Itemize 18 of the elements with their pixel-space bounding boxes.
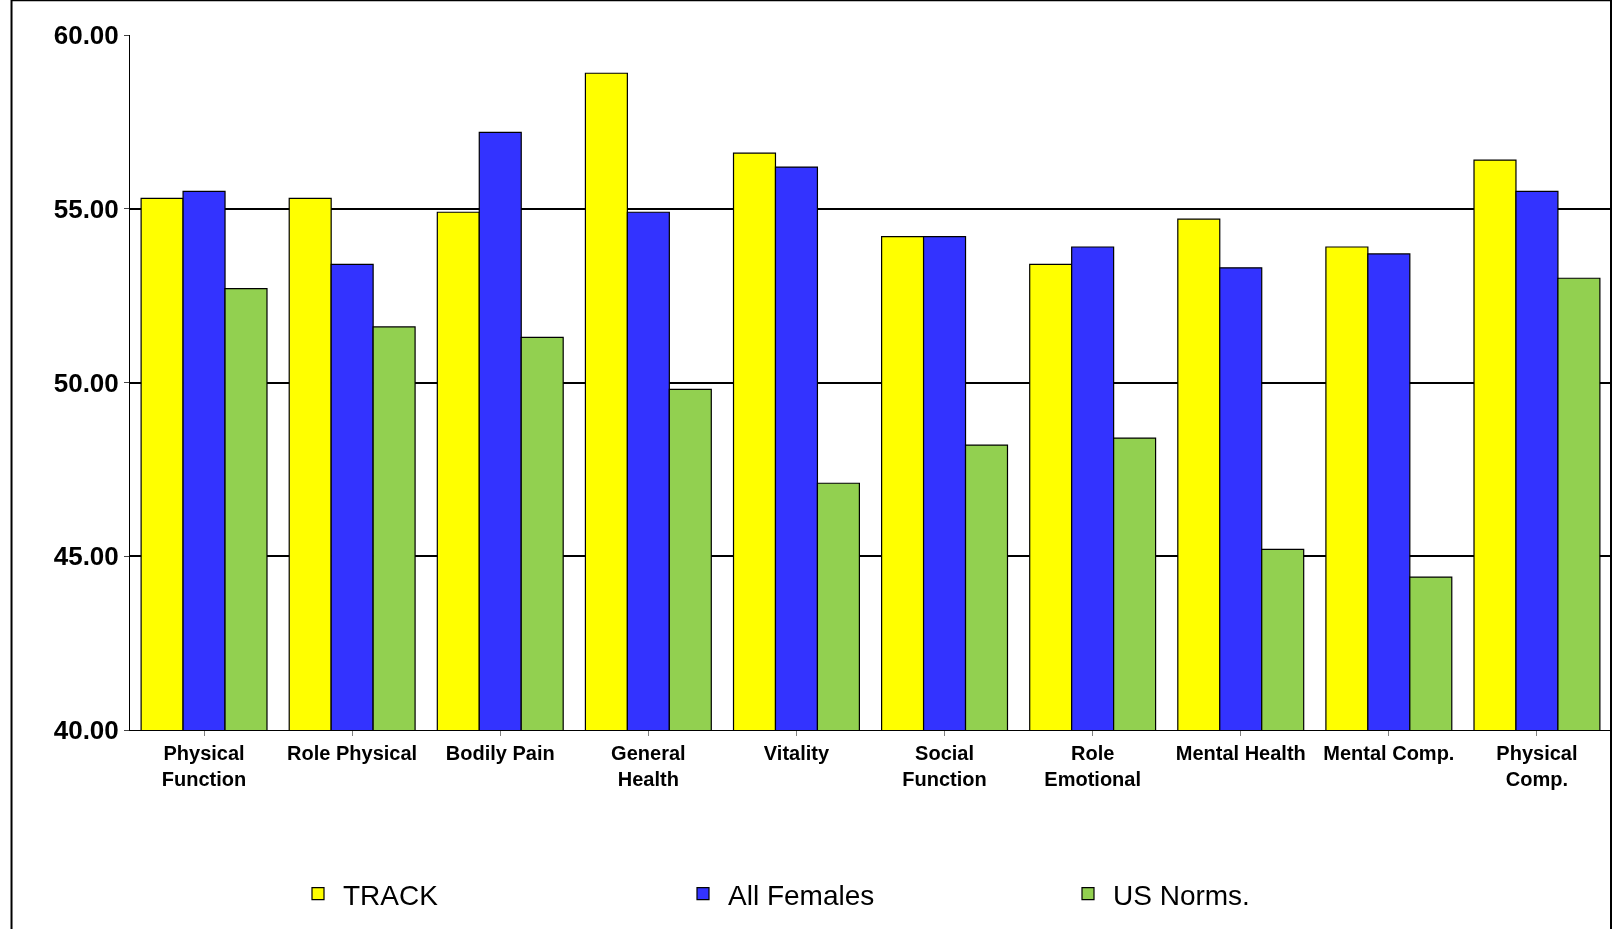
legend-label: TRACK (343, 879, 439, 911)
x-tick-label: Vitality (763, 742, 830, 764)
x-tick-label: Physical Function (161, 742, 247, 790)
legend-label: US Norms. (1113, 879, 1250, 911)
x-tick-label: General Health (611, 742, 686, 790)
x-tick-label: Bodily Pain (445, 742, 555, 764)
y-tick-label: 55.00 (53, 193, 119, 224)
x-tick-label: Role Emotional (1044, 742, 1141, 790)
y-tick-label: 45.00 (53, 541, 119, 572)
x-tick-label: Mental Health (1175, 742, 1306, 764)
x-tick-label: Social Function (902, 742, 987, 790)
x-tick-label: Physical Comp. (1496, 742, 1578, 790)
y-tick-label: 40.00 (53, 715, 119, 746)
x-tick-label: Mental Comp. (1323, 742, 1455, 764)
y-tick-label: 50.00 (53, 367, 119, 398)
legend-label: All Females (728, 879, 875, 911)
x-tick-label: Role Physical (287, 742, 418, 764)
y-tick-label: 60.00 (53, 20, 119, 51)
